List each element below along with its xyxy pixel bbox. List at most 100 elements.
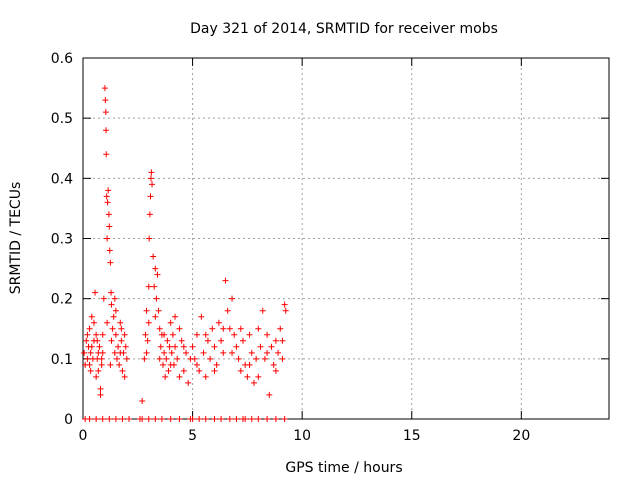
y-tick-label: 0.2 [51,292,73,308]
data-point [116,361,123,368]
data-point [264,416,271,422]
data-point [102,97,109,104]
data-point [119,416,126,422]
data-point [99,331,106,338]
data-point [104,319,111,326]
data-point [268,343,275,350]
data-point [202,373,209,380]
data-point [233,416,240,422]
data-point [126,416,133,422]
data-point [146,211,153,218]
data-point [237,367,244,374]
data-point [118,337,125,344]
data-point [224,307,231,314]
data-point [84,355,91,362]
data-point [162,373,169,380]
data-point [211,416,218,422]
data-point [165,367,172,374]
x-tick-label: 0 [79,428,88,444]
data-point [86,361,93,368]
data-point [149,181,156,188]
data-point [259,307,266,314]
data-point [246,361,253,368]
data-point [275,349,282,356]
data-point [215,319,222,326]
data-point [255,325,262,332]
data-point [103,127,110,134]
data-point [144,337,151,344]
data-point [153,295,160,302]
data-point [146,235,153,242]
data-point [86,416,93,422]
data-point [220,349,227,356]
data-point [142,331,149,338]
data-point [97,391,104,398]
data-point [189,416,196,422]
data-point [218,416,225,422]
data-point [105,211,112,218]
data-point [281,416,288,422]
y-tick-label: 0.3 [51,232,73,248]
data-point [196,416,203,422]
data-point [270,361,277,368]
data-point [98,355,105,362]
chart-title: Day 321 of 2014, SRMTID for receiver mob… [190,21,498,37]
data-point [119,367,126,374]
y-tick-labels: 0 0.1 0.2 0.3 0.4 0.5 0.6 [51,51,73,428]
x-tick-label: 15 [403,428,421,444]
data-point [81,349,88,356]
data-point [282,307,289,314]
data-point [272,337,279,344]
data-point [139,416,146,422]
data-point [154,271,161,278]
data-point [204,337,211,344]
data-point [193,361,200,368]
data-point [90,319,97,326]
data-point [88,343,95,350]
data-point [111,295,118,302]
data-point [150,253,157,260]
data-point [235,355,242,362]
data-point [113,355,120,362]
data-point [257,343,264,350]
data-point [115,343,122,350]
data-point [167,416,174,422]
x-axis-label: GPS time / hours [285,460,402,476]
data-point [202,331,209,338]
data-point [226,416,233,422]
data-point [244,373,251,380]
data-point [183,349,190,356]
data-point [167,361,174,368]
y-tick-label: 0.1 [51,352,73,368]
data-point [255,416,262,422]
data-point [189,343,196,350]
data-point [193,331,200,338]
data-point [117,349,124,356]
data-point [96,343,103,350]
data-point [250,379,257,386]
data-point [209,325,216,332]
axis-ticks [82,57,609,420]
data-point [106,247,113,254]
data-point [95,349,102,356]
data-point [112,416,119,422]
data-point [107,361,114,368]
data-point [92,289,99,296]
data-point [143,349,150,356]
data-point [213,361,220,368]
data-point [176,416,183,422]
data-point [164,337,171,344]
data-point [145,319,152,326]
data-point [159,361,166,368]
data-point [123,355,130,362]
data-point [279,337,286,344]
data-point [141,355,148,362]
data-point [237,325,244,332]
data-point [191,355,198,362]
data-point [103,193,110,200]
data-point [178,337,185,344]
data-point [93,373,100,380]
data-point [277,325,284,332]
data-point [172,343,179,350]
data-point [112,331,119,338]
